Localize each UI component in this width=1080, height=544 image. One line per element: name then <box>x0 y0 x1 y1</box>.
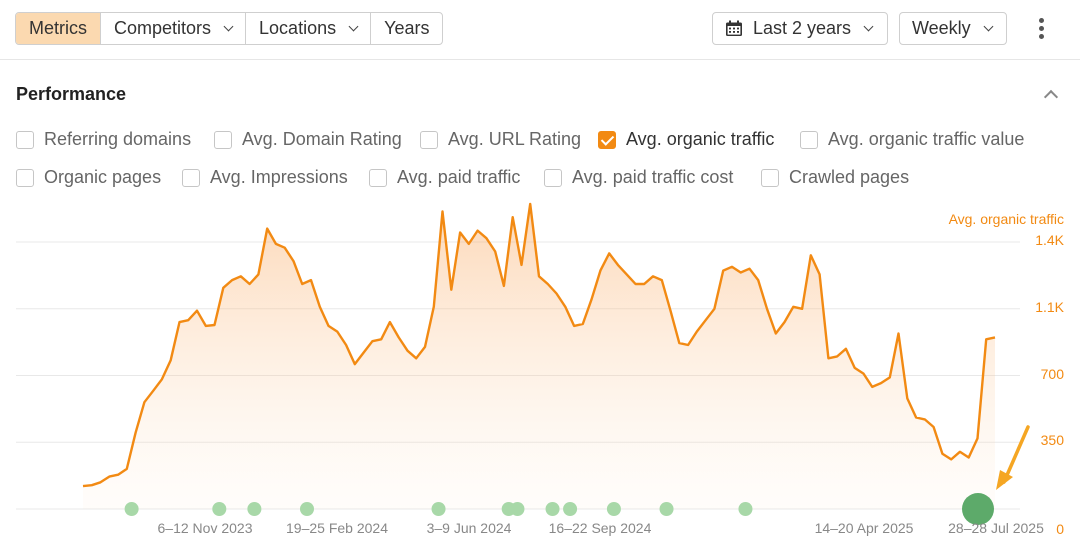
view-tabs: Metrics Competitors Locations Years <box>15 12 444 45</box>
metric-checkbox-avg-paid-traffic-cost[interactable]: Avg. paid traffic cost <box>544 167 733 188</box>
tab-locations[interactable]: Locations <box>246 13 372 44</box>
metric-label: Avg. paid traffic cost <box>572 167 734 187</box>
metric-checkbox-avg-paid-traffic[interactable]: Avg. paid traffic <box>369 167 520 188</box>
annotation-marker <box>300 502 314 516</box>
y-tick-label: 0 <box>1056 521 1064 537</box>
metric-label: Avg. URL Rating <box>448 129 582 149</box>
annotation-marker <box>501 502 516 516</box>
y-tick-label: 1.4K <box>1035 232 1064 248</box>
checkbox-icon[interactable] <box>16 130 34 149</box>
x-tick-label: 14–20 Apr 2025 <box>814 520 914 536</box>
tab-years[interactable]: Years <box>371 13 442 44</box>
tab-label: Competitors <box>114 18 212 38</box>
granularity-dropdown[interactable]: Weekly <box>899 12 1007 45</box>
calendar-icon <box>726 20 742 36</box>
annotation-marker <box>212 502 227 516</box>
metric-checkbox-crawled-pages[interactable]: Crawled pages <box>761 167 909 188</box>
chevron-down-icon <box>223 21 234 31</box>
checkbox-icon[interactable] <box>16 168 34 187</box>
tab-label: Metrics <box>29 18 87 38</box>
metric-label: Avg. organic traffic <box>626 129 775 149</box>
checkbox-checked-icon[interactable] <box>598 130 616 149</box>
metric-checkbox-avg-impressions[interactable]: Avg. Impressions <box>182 167 348 188</box>
x-tick-label: 16–22 Sep 2024 <box>548 520 652 536</box>
metric-label: Crawled pages <box>789 167 910 187</box>
metric-label: Avg. Impressions <box>210 167 348 187</box>
checkbox-icon[interactable] <box>800 130 818 149</box>
date-range-dropdown[interactable]: Last 2 years <box>712 12 888 45</box>
y-tick-label: 350 <box>1040 432 1064 449</box>
annotation-marker <box>563 502 578 516</box>
tab-label: Years <box>384 18 430 38</box>
chart-legend: Avg. organic traffic <box>948 211 1064 227</box>
y-tick-label: 700 <box>1040 365 1064 382</box>
metric-label: Referring domains <box>44 129 192 149</box>
checkbox-icon[interactable] <box>761 168 779 187</box>
x-tick-label: 3–9 Jun 2024 <box>426 520 512 536</box>
metric-label: Organic pages <box>44 167 162 187</box>
metric-checkbox-organic-pages[interactable]: Organic pages <box>16 167 161 188</box>
annotation-marker <box>659 502 674 516</box>
tab-metrics[interactable]: Metrics <box>16 13 101 44</box>
annotation-marker <box>431 502 446 516</box>
date-range-label: Last 2 years <box>753 18 852 38</box>
tab-label: Locations <box>259 18 337 38</box>
metric-checkbox-avg-organic-traffic-value[interactable]: Avg. organic traffic value <box>800 129 1024 150</box>
metric-checkbox-avg-organic-traffic[interactable]: Avg. organic traffic <box>598 129 774 150</box>
annotation-marker <box>545 502 560 516</box>
chevron-down-icon <box>348 21 359 31</box>
kebab-menu-icon[interactable] <box>1034 16 1048 42</box>
x-tick-label: 6–12 Nov 2023 <box>157 520 253 536</box>
metric-checkbox-avg-domain-rating[interactable]: Avg. Domain Rating <box>214 129 402 150</box>
metric-label: Avg. paid traffic <box>397 167 521 187</box>
checkbox-icon[interactable] <box>420 130 438 149</box>
annotation-marker <box>738 502 753 516</box>
metric-checkbox-referring-domains[interactable]: Referring domains <box>16 129 191 150</box>
series-line <box>82 202 996 488</box>
annotation-marker <box>124 502 139 516</box>
granularity-label: Weekly <box>912 18 971 38</box>
toolbar: Metrics Competitors Locations Years Last 2 … <box>0 0 1080 60</box>
checkbox-icon[interactable] <box>182 168 200 187</box>
annotation-arrow-icon <box>996 425 1030 490</box>
section-title: Performance <box>16 84 127 104</box>
checkbox-icon[interactable] <box>544 168 562 187</box>
metric-checkbox-avg-url-rating[interactable]: Avg. URL Rating <box>420 129 581 150</box>
chevron-down-icon <box>863 21 874 31</box>
chevron-down-icon <box>983 21 994 31</box>
y-tick-label: 1.1K <box>1035 298 1064 315</box>
x-tick-label: 19–25 Feb 2024 <box>286 520 388 536</box>
series-area <box>83 203 995 509</box>
annotation-marker <box>510 502 525 516</box>
checkbox-icon[interactable] <box>369 168 387 187</box>
metric-label: Avg. Domain Rating <box>242 129 402 149</box>
annotation-marker <box>606 502 621 516</box>
tab-competitors[interactable]: Competitors <box>101 13 247 44</box>
metric-label: Avg. organic traffic value <box>828 129 1025 149</box>
chevron-up-icon[interactable] <box>1043 88 1059 105</box>
annotation-marker <box>247 502 262 516</box>
x-tick-label: 28–28 Jul 2025 <box>948 520 1044 536</box>
checkbox-icon[interactable] <box>214 130 232 149</box>
